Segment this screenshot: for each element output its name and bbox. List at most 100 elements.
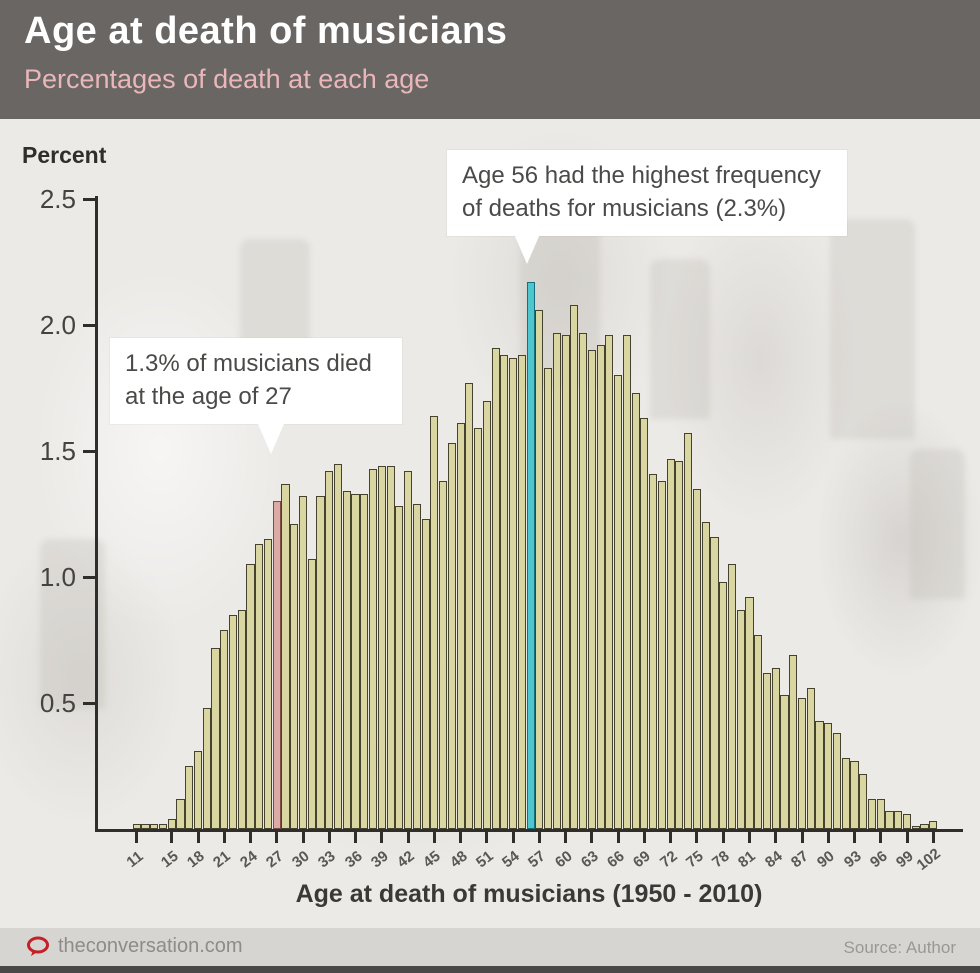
x-tick-57 (537, 829, 541, 843)
x-tick-label-11: 11 (123, 847, 147, 872)
bar-age-31 (307, 559, 316, 829)
bar-age-100 (911, 826, 920, 829)
bar-age-52 (491, 348, 500, 829)
bar-age-16 (176, 799, 185, 829)
source-credit: Source: Author (843, 938, 956, 957)
bar-age-64 (596, 345, 605, 829)
x-tick-75 (695, 829, 699, 843)
bar-age-73 (675, 461, 684, 829)
brand: theconversation.com (26, 935, 243, 958)
bar-age-37 (360, 494, 369, 829)
bar-age-45 (430, 416, 439, 829)
bar-age-11 (132, 824, 141, 829)
x-tick-label-75: 75 (682, 847, 707, 872)
x-tick-label-48: 48 (446, 847, 471, 872)
x-tick-30 (301, 829, 305, 843)
y-axis-title: Percent (22, 142, 107, 168)
x-tick-48 (459, 829, 463, 843)
x-tick-label-45: 45 (420, 847, 444, 872)
bar-age-47 (447, 443, 456, 829)
bar-age-22 (228, 615, 238, 829)
bar-age-60 (561, 335, 570, 829)
bar-age-23 (237, 610, 246, 829)
x-tick-39 (380, 829, 384, 843)
y-tick-label-1.5: 1.5 (39, 436, 76, 466)
bar-age-96 (876, 799, 885, 829)
x-tick-84 (774, 829, 778, 843)
x-tick-label-72: 72 (656, 847, 681, 872)
bar-age-28 (281, 484, 290, 829)
bar-age-95 (867, 799, 877, 829)
bar-age-17 (185, 766, 194, 829)
y-tick-label-2.0: 2.0 (39, 310, 76, 340)
x-tick-label-21: 21 (210, 847, 234, 872)
site-name: theconversation.com (58, 935, 243, 957)
bar-age-34 (333, 464, 343, 829)
y-tick-label-0.5: 0.5 (39, 688, 76, 718)
x-axis-title: Age at death of musicians (1950 - 2010) (295, 880, 763, 908)
bar-age-80 (736, 610, 745, 829)
page-subtitle: Percentages of death at each age (24, 64, 430, 94)
bar-age-44 (421, 519, 430, 829)
y-axis-line (95, 196, 98, 832)
bar-age-63 (587, 350, 596, 829)
y-tick-1.5 (83, 449, 96, 453)
bar-age-58 (544, 368, 553, 829)
x-tick-label-63: 63 (577, 847, 602, 872)
bar-age-53 (500, 355, 509, 829)
y-tick-label-1.0: 1.0 (39, 562, 76, 592)
bar-age-72 (666, 459, 675, 829)
bottom-strip (0, 966, 980, 973)
bar-age-86 (789, 655, 798, 829)
bar-age-87 (797, 698, 807, 829)
bar-age-26 (263, 539, 273, 829)
page-title: Age at death of musicians (24, 10, 508, 52)
x-tick-label-90: 90 (814, 847, 838, 872)
x-tick-42 (406, 829, 410, 843)
bar-age-61 (570, 305, 579, 829)
bar-age-15 (167, 819, 176, 829)
bar-age-62 (579, 333, 588, 829)
bar-age-99 (902, 814, 912, 829)
bar-age-55 (517, 355, 526, 829)
bar-age-91 (832, 733, 842, 829)
bar-age-42 (404, 471, 413, 829)
bar-age-35 (342, 491, 351, 829)
x-tick-21 (222, 829, 226, 843)
x-tick-label-69: 69 (630, 847, 655, 872)
x-tick-label-42: 42 (394, 847, 418, 872)
x-tick-78 (721, 829, 725, 843)
x-tick-label-15: 15 (157, 847, 182, 872)
bar-age-39 (377, 466, 386, 829)
x-tick-label-57: 57 (525, 847, 550, 872)
x-tick-15 (170, 829, 174, 843)
bar-age-29 (290, 524, 299, 829)
x-tick-90 (826, 829, 830, 843)
x-tick-label-96: 96 (866, 847, 891, 872)
x-tick-label-51: 51 (472, 847, 497, 872)
annotation-age-56-tail (514, 234, 540, 264)
y-tick-2.5 (83, 197, 96, 201)
bar-age-50 (474, 428, 483, 829)
bar-age-68 (631, 393, 640, 829)
x-tick-label-27: 27 (262, 847, 287, 872)
bar-age-79 (727, 564, 737, 829)
bar-age-30 (298, 496, 308, 829)
x-tick-24 (249, 829, 252, 843)
bar-age-94 (859, 774, 868, 829)
x-tick-label-54: 54 (499, 847, 523, 872)
tombstone-decor (830, 219, 915, 439)
bar-age-90 (824, 723, 833, 829)
bar-age-65 (605, 335, 614, 829)
x-tick-36 (354, 829, 357, 843)
bar-age-67 (622, 335, 631, 829)
x-tick-72 (669, 829, 673, 843)
bar-age-101 (920, 824, 929, 829)
bar-age-18 (193, 751, 203, 829)
x-tick-label-33: 33 (315, 847, 339, 872)
bar-age-49 (465, 383, 474, 829)
x-tick-18 (196, 829, 200, 843)
x-tick-label-30: 30 (289, 847, 313, 872)
bar-age-41 (395, 506, 404, 829)
